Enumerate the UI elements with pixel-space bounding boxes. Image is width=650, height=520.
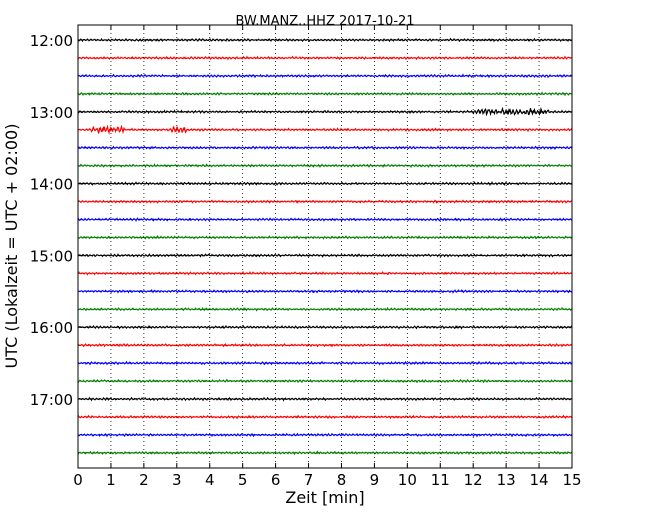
x-tick-label: 2 — [139, 471, 149, 489]
y-tick-label: 13:00 — [30, 104, 73, 122]
y-tick-label: 16:00 — [30, 319, 73, 337]
y-tick-label: 17:00 — [30, 391, 73, 409]
trace-1315 — [77, 124, 573, 135]
trace-1200 — [77, 37, 573, 43]
trace-group — [77, 37, 573, 456]
x-tick-label: 15 — [562, 471, 581, 489]
trace-1415 — [77, 199, 573, 204]
x-tick-label: 11 — [431, 471, 450, 489]
x-tick-label: 3 — [172, 471, 182, 489]
trace-1215 — [77, 55, 573, 61]
x-tick-label: 12 — [464, 471, 483, 489]
trace-1700 — [77, 396, 573, 402]
trace-1330 — [77, 145, 573, 151]
x-tick-label: 7 — [304, 471, 314, 489]
trace-1300 — [77, 106, 573, 117]
x-axis-label: Zeit [min] — [285, 488, 364, 507]
y-tick-label: 14:00 — [30, 176, 73, 194]
x-tick-label: 10 — [398, 471, 417, 489]
trace-1630 — [77, 360, 573, 366]
trace-1345 — [77, 163, 573, 169]
trace-1500 — [77, 253, 573, 258]
trace-1515 — [77, 270, 573, 276]
x-tick-label: 9 — [370, 471, 380, 489]
trace-1715 — [77, 414, 573, 420]
grid-lines — [110, 25, 540, 468]
trace-1430 — [77, 217, 573, 222]
trace-1615 — [77, 342, 573, 348]
y-axis: 12:00 13:00 14:00 15:00 16:00 17:00 — [30, 32, 572, 409]
y-tick-label: 12:00 — [30, 32, 73, 50]
y-tick-label: 15:00 — [30, 247, 73, 265]
trace-1545 — [77, 306, 573, 312]
trace-1745 — [77, 450, 573, 456]
x-tick-label: 0 — [73, 471, 83, 489]
trace-1730 — [77, 432, 573, 438]
trace-1400 — [77, 181, 573, 187]
chart-title: BW.MANZ..HHZ 2017-10-21 — [235, 14, 414, 29]
x-tick-label: 5 — [238, 471, 248, 489]
x-tick-label: 13 — [497, 471, 516, 489]
trace-1645 — [77, 378, 573, 384]
x-tick-label: 8 — [337, 471, 347, 489]
x-tick-label: 1 — [106, 471, 116, 489]
x-tick-label: 4 — [205, 471, 215, 489]
trace-1445 — [77, 234, 573, 240]
y-axis-label: UTC (Lokalzeit = UTC + 02:00) — [2, 124, 21, 369]
x-tick-label: 6 — [271, 471, 281, 489]
x-tick-label: 14 — [530, 471, 549, 489]
trace-1230 — [77, 73, 573, 79]
plot-frame — [77, 24, 573, 469]
trace-1530 — [77, 288, 573, 294]
trace-1600 — [77, 324, 573, 330]
trace-1245 — [77, 91, 573, 97]
x-axis: 0 1 2 3 4 5 6 7 8 9 10 11 12 13 14 15 — [73, 25, 582, 489]
